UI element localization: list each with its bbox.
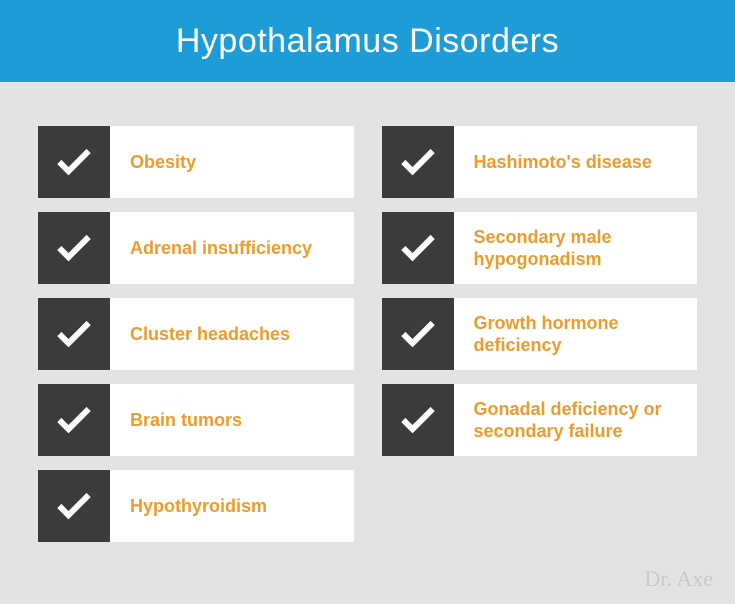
list-item: Obesity [38, 126, 354, 198]
header-bar: Hypothalamus Disorders [0, 0, 735, 82]
label-box: Cluster headaches [110, 298, 354, 370]
item-label: Gonadal deficiency or secondary failure [474, 398, 678, 443]
list-item: Brain tumors [38, 384, 354, 456]
check-icon [382, 126, 454, 198]
check-icon [38, 126, 110, 198]
list-item: Hypothyroidism [38, 470, 354, 542]
label-box: Brain tumors [110, 384, 354, 456]
list-item: Gonadal deficiency or secondary failure [382, 384, 698, 456]
label-box: Growth hormone deficiency [454, 298, 698, 370]
column-right: Hashimoto's disease Secondary male hypog… [382, 126, 698, 542]
label-box: Obesity [110, 126, 354, 198]
attribution-text: Dr. Axe [645, 566, 713, 592]
check-icon [382, 212, 454, 284]
item-label: Secondary male hypogonadism [474, 226, 678, 271]
list-item: Adrenal insufficiency [38, 212, 354, 284]
list-item: Cluster headaches [38, 298, 354, 370]
item-label: Growth hormone deficiency [474, 312, 678, 357]
item-label: Obesity [130, 151, 196, 174]
check-icon [38, 212, 110, 284]
item-label: Hashimoto's disease [474, 151, 652, 174]
check-icon [38, 384, 110, 456]
check-icon [38, 298, 110, 370]
page-title: Hypothalamus Disorders [176, 22, 559, 61]
label-box: Hypothyroidism [110, 470, 354, 542]
list-item: Hashimoto's disease [382, 126, 698, 198]
check-icon [382, 384, 454, 456]
column-left: Obesity Adrenal insufficiency Cluster he… [38, 126, 354, 542]
list-item: Secondary male hypogonadism [382, 212, 698, 284]
label-box: Gonadal deficiency or secondary failure [454, 384, 698, 456]
content-grid: Obesity Adrenal insufficiency Cluster he… [0, 82, 735, 542]
item-label: Brain tumors [130, 409, 242, 432]
label-box: Secondary male hypogonadism [454, 212, 698, 284]
label-box: Adrenal insufficiency [110, 212, 354, 284]
item-label: Hypothyroidism [130, 495, 267, 518]
item-label: Cluster headaches [130, 323, 290, 346]
list-item: Growth hormone deficiency [382, 298, 698, 370]
label-box: Hashimoto's disease [454, 126, 698, 198]
item-label: Adrenal insufficiency [130, 237, 312, 260]
check-icon [38, 470, 110, 542]
check-icon [382, 298, 454, 370]
